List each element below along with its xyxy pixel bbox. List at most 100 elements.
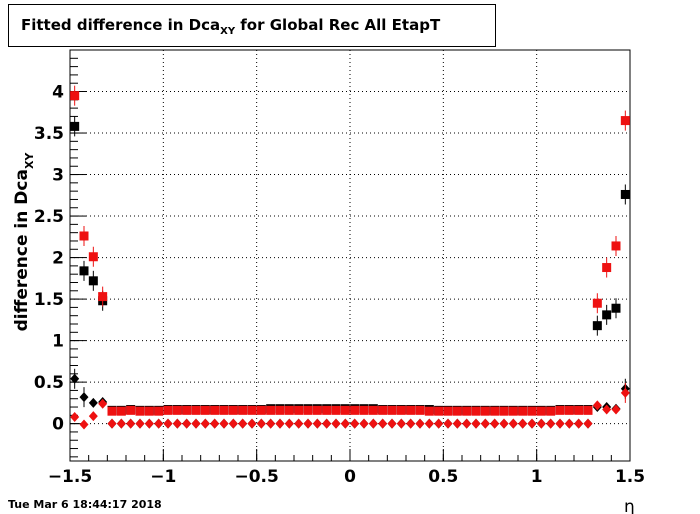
data-point-square <box>387 405 397 415</box>
data-point-diamond <box>200 418 210 429</box>
data-point-diamond <box>238 418 248 429</box>
data-point-diamond <box>107 418 117 429</box>
data-point-diamond <box>602 404 612 415</box>
data-point-square <box>396 405 406 415</box>
data-point-square <box>536 406 546 416</box>
data-point-diamond <box>79 419 89 430</box>
data-point-diamond <box>294 418 304 429</box>
data-point-square <box>508 406 518 416</box>
y-tick-label: 0 <box>52 415 64 435</box>
data-point-square <box>294 405 304 415</box>
data-point-diamond <box>219 418 229 429</box>
x-tick-label: −0.5 <box>234 467 278 487</box>
data-point-diamond <box>583 418 593 429</box>
data-point-diamond <box>247 418 257 429</box>
data-point-diamond <box>387 418 397 429</box>
data-point-square <box>406 405 416 415</box>
data-point-diamond <box>135 418 145 429</box>
data-point-square <box>210 405 220 415</box>
x-tick-label: 0.5 <box>428 467 458 487</box>
y-tick-labels: 0 0.5 1 1.5 2 2.5 3 3.5 4 <box>34 83 64 435</box>
data-point-diamond <box>611 404 621 415</box>
data-point-square <box>247 405 257 415</box>
title-suffix: for Global Rec All EtapT <box>235 16 441 34</box>
data-point-square <box>88 276 98 286</box>
y-axis-label-main: difference in Dca <box>12 169 32 331</box>
x-tick-label: 1.5 <box>615 467 645 487</box>
data-point-diamond <box>378 418 388 429</box>
data-point-square <box>144 406 154 416</box>
data-point-square <box>182 405 192 415</box>
data-point-square <box>462 406 472 416</box>
data-point-diamond <box>182 418 192 429</box>
data-point-diamond <box>471 418 481 429</box>
data-point-diamond <box>98 398 108 409</box>
x-tick-label: −1 <box>150 467 176 487</box>
data-point-square <box>312 405 322 415</box>
grid-lines <box>69 50 631 461</box>
data-point-square <box>592 298 602 308</box>
data-point-diamond <box>191 418 201 429</box>
data-point-diamond <box>452 418 462 429</box>
data-point-diamond <box>396 418 406 429</box>
data-point-square <box>88 252 98 262</box>
title-prefix: Fitted difference in Dca <box>21 16 221 34</box>
x-axis-label: η <box>624 497 635 514</box>
data-point-square <box>79 266 89 276</box>
data-point-square <box>70 121 80 131</box>
data-point-square <box>452 406 462 416</box>
y-axis-label-sub: XY <box>23 152 36 169</box>
data-point-diamond <box>163 418 173 429</box>
data-point-diamond <box>574 418 584 429</box>
y-tick-label: 2.5 <box>34 207 64 227</box>
data-point-square <box>275 405 285 415</box>
data-point-square <box>378 405 388 415</box>
data-point-square <box>228 405 238 415</box>
data-point-square <box>574 405 584 415</box>
data-points <box>70 85 630 430</box>
plot-frame <box>69 49 631 462</box>
data-point-square <box>555 405 565 415</box>
x-tick-labels: −1.5 −1 −0.5 0 0.5 1 1.5 <box>48 467 645 487</box>
data-point-square <box>172 405 182 415</box>
chart-title: Fitted difference in DcaXY for Global Re… <box>21 16 440 37</box>
x-tick-label: 1 <box>531 467 543 487</box>
data-point-diamond <box>536 418 546 429</box>
data-point-diamond <box>592 400 602 411</box>
data-point-diamond <box>620 387 630 398</box>
data-point-diamond <box>499 418 509 429</box>
data-point-diamond <box>79 392 89 403</box>
data-point-diamond <box>88 411 98 422</box>
data-point-diamond <box>322 418 332 429</box>
data-point-diamond <box>126 418 136 429</box>
data-point-diamond <box>70 411 80 422</box>
data-point-square <box>443 406 453 416</box>
data-point-diamond <box>406 418 416 429</box>
data-point-diamond <box>415 418 425 429</box>
data-point-square <box>602 310 612 320</box>
y-tick-label: 3.5 <box>34 124 64 144</box>
data-point-square <box>70 91 80 101</box>
data-point-square <box>238 405 248 415</box>
data-point-square <box>126 405 136 415</box>
data-point-diamond <box>70 373 80 384</box>
data-point-square <box>256 405 266 415</box>
data-point-square <box>527 406 537 416</box>
data-point-square <box>163 405 173 415</box>
data-point-diamond <box>228 418 238 429</box>
data-point-diamond <box>546 418 556 429</box>
data-point-square <box>564 405 574 415</box>
data-point-square <box>340 405 350 415</box>
data-point-square <box>154 406 164 416</box>
data-point-diamond <box>275 418 285 429</box>
data-point-square <box>284 405 294 415</box>
data-point-square <box>303 405 313 415</box>
data-point-diamond <box>490 418 500 429</box>
data-point-diamond <box>443 418 453 429</box>
data-point-diamond <box>555 418 565 429</box>
data-point-diamond <box>424 418 434 429</box>
axis-ticks <box>69 57 631 461</box>
data-point-square <box>219 405 229 415</box>
data-point-square <box>592 321 602 331</box>
data-point-diamond <box>312 418 322 429</box>
